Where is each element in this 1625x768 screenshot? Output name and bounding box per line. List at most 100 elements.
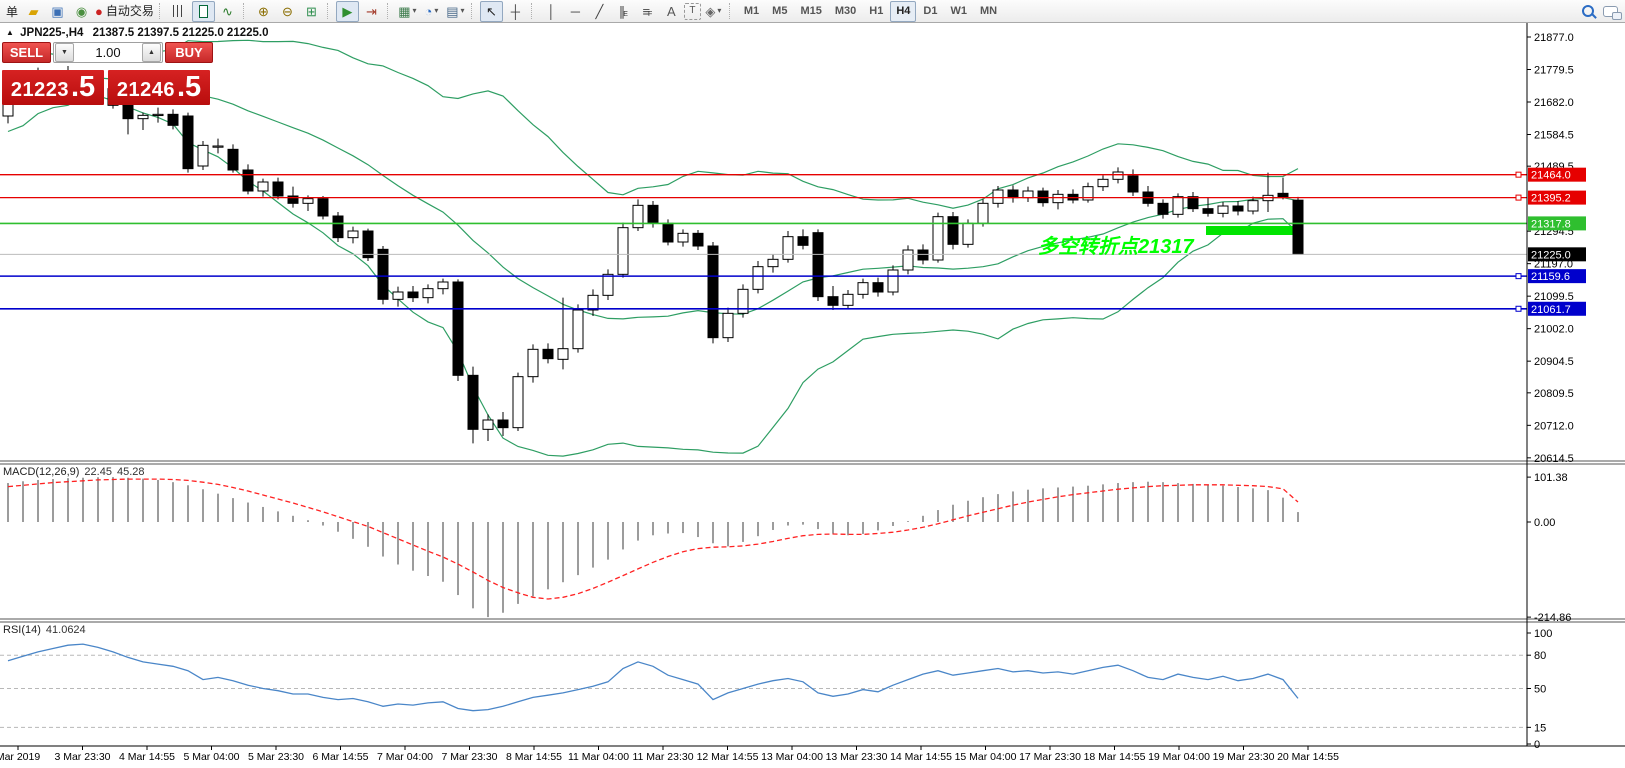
price-tick-label: 21779.5 (1534, 65, 1574, 77)
signal-icon: ◉ (75, 3, 88, 19)
volume-increase-button[interactable]: ▲ (142, 43, 161, 62)
candle-body (707, 245, 719, 339)
candle-body (407, 291, 419, 299)
new-chart-icon-button[interactable]: ▦ ▾ (396, 1, 419, 22)
order-menu[interactable]: 单 (6, 4, 19, 19)
candle-body (767, 258, 779, 268)
macd-signal-line (7, 478, 1299, 600)
timeframe-m5[interactable]: M5 (772, 5, 788, 17)
timeframe-m30[interactable]: M30 (834, 5, 857, 17)
toolbar-separator (386, 3, 392, 19)
zoom-out-icon-button[interactable]: ⊖ (276, 1, 299, 22)
timeframe-h4[interactable]: H4 (890, 0, 917, 22)
chart-shift-icon-button[interactable]: ⇥ (360, 1, 383, 22)
autotrade-icon-button[interactable]: ● 自动交易 (94, 1, 155, 22)
arrows-tool-icon-button[interactable]: ◈ ▾ (702, 1, 725, 22)
cursor-icon-button[interactable]: ↖ (479, 0, 503, 22)
time-tick-label: 19 Mar 04:00 (1148, 751, 1210, 763)
sell-button[interactable]: SELL (2, 42, 51, 63)
timeframe-d1[interactable]: D1 (923, 5, 938, 17)
candle-body (152, 113, 164, 117)
bollinger-middle-band (7, 77, 1299, 320)
candle-body (1112, 171, 1124, 180)
line-chart-icon-button[interactable]: ∿ (216, 1, 239, 22)
macd-signal-value: 45.28 (116, 466, 145, 478)
chart-symbol: JPN225-,H4 (20, 27, 84, 39)
time-tick-label: 12 Mar 14:55 (697, 751, 759, 763)
chart-ohlc: 21387.5 21397.5 21225.0 21225.0 (92, 27, 269, 39)
channel-tool-icon-button[interactable]: ∥ E (618, 3, 628, 19)
new-chart-icon-dropdown[interactable]: ▾ (412, 6, 417, 15)
buy-price-main: 21246 (116, 79, 175, 101)
new-order-icon: ▰ (28, 3, 39, 19)
label-tool-icon-button[interactable]: T (683, 2, 701, 20)
period-icon-button[interactable]: ◔ ▾ (420, 1, 443, 22)
crosshair-icon-button[interactable]: ┼ (504, 1, 527, 22)
chat-icon-button[interactable] (1602, 1, 1625, 22)
volume-value[interactable]: 1.00 (95, 45, 121, 60)
bollinger-lower-band (7, 95, 1299, 457)
buy-price-button[interactable]: 21246 .5 (108, 70, 210, 105)
candle-body (842, 293, 854, 306)
timeframe-w1[interactable]: W1 (950, 5, 967, 17)
candle-body (527, 348, 539, 378)
toolbar-separator (728, 3, 734, 19)
candle-body (947, 216, 959, 245)
candle-body (737, 288, 749, 314)
candle-body (317, 198, 329, 217)
line-anchor-handle[interactable] (1515, 194, 1522, 201)
arrows-tool-icon-dropdown[interactable]: ▾ (717, 6, 722, 15)
timeframe-mn[interactable]: MN (979, 5, 998, 17)
timeframe-h1[interactable]: H1 (869, 5, 884, 17)
line-anchor-handle[interactable] (1515, 305, 1522, 312)
trendline-tool-icon-button[interactable]: ╱ (588, 1, 611, 22)
candle-body (992, 189, 1004, 204)
signal-icon-button[interactable]: ◉ (70, 1, 93, 22)
auto-scroll-icon-button[interactable]: ▶ (335, 0, 359, 22)
hline-tool-icon-button[interactable]: ─ (564, 1, 587, 22)
candlestick-chart-icon-button[interactable] (191, 0, 215, 22)
candle-body (287, 195, 299, 204)
template-icon-dropdown[interactable]: ▾ (460, 6, 465, 15)
candle-body (452, 281, 464, 376)
buy-button[interactable]: BUY (165, 42, 213, 63)
new-order-icon-button[interactable]: ▰ (22, 1, 45, 22)
price-badge-label: 21061.7 (1531, 304, 1571, 316)
volume-decrease-button[interactable]: ▼ (55, 43, 74, 62)
candle-body (647, 204, 659, 224)
candle-body (722, 312, 734, 339)
template-icon-button[interactable]: ▤ ▾ (444, 1, 467, 22)
text-tool-icon-button[interactable]: A (660, 1, 683, 22)
candle-body (512, 376, 524, 429)
candle-body (962, 222, 974, 245)
line-anchor-handle[interactable] (1515, 171, 1522, 178)
line-anchor-handle[interactable] (1515, 273, 1522, 280)
candle-body (242, 169, 254, 192)
fibonacci-tool-icon-button[interactable]: ≡ F (642, 3, 653, 19)
market-watch-icon-button[interactable]: ▣ (46, 1, 69, 22)
candle-body (437, 281, 449, 290)
timeframe-m15[interactable]: M15 (800, 5, 822, 17)
search-icon-button[interactable] (1578, 1, 1601, 22)
timeframe-m1[interactable]: M1 (743, 5, 760, 17)
period-icon-dropdown[interactable]: ▾ (434, 6, 439, 15)
candle-body (1292, 199, 1304, 255)
time-tick-label: 6 Mar 14:55 (312, 751, 368, 763)
vline-tool-icon-button[interactable]: │ (540, 1, 563, 22)
chart-title: ▲ JPN225-,H4 21387.5 21397.5 21225.0 212… (6, 27, 269, 39)
fibonacci-tool-icon: ≡ (642, 3, 651, 19)
price-badge-label: 21159.6 (1531, 271, 1570, 283)
candle-body (587, 294, 599, 311)
zoom-in-icon-button[interactable]: ⊕ (252, 1, 275, 22)
sell-price-button[interactable]: 21223 .5 (2, 70, 104, 105)
rsi-value: 41.0624 (45, 624, 86, 636)
candle-body (137, 114, 149, 120)
candle-body (872, 282, 884, 293)
label-tool-icon: T (689, 5, 696, 16)
tile-windows-icon-button[interactable]: ⊞ (300, 1, 323, 22)
template-icon: ▤ (446, 3, 459, 19)
volume-stepper[interactable]: ▼ 1.00 ▲ (53, 42, 163, 63)
bar-chart-icon-button[interactable] (168, 1, 191, 22)
vline-tool-icon: │ (547, 3, 556, 19)
